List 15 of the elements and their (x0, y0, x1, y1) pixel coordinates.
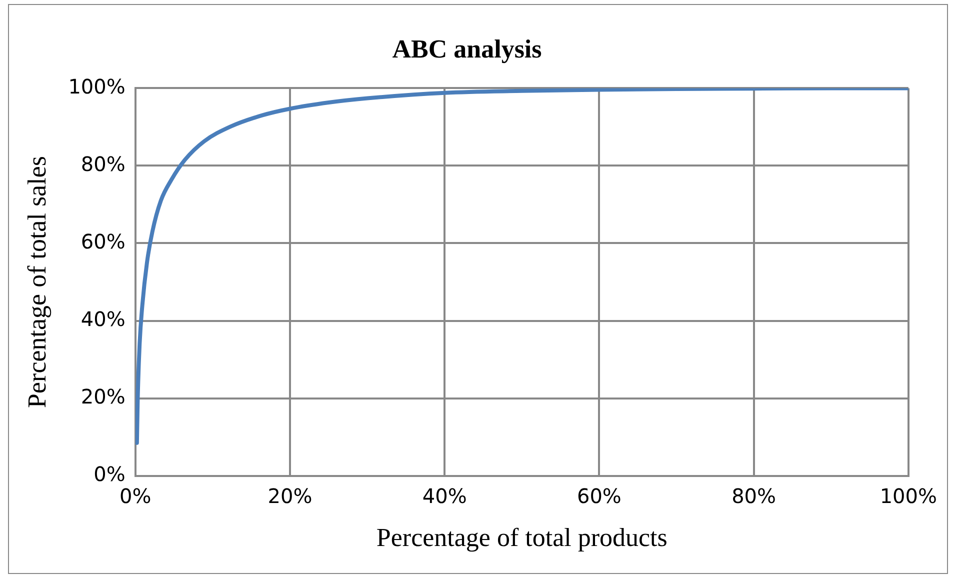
x-axis-title: Percentage of total products (376, 523, 668, 552)
y-tick-label: 0% (94, 462, 126, 486)
x-tick-label: 60% (576, 484, 622, 508)
y-tick-label: 80% (80, 152, 126, 176)
y-tick-label: 40% (80, 306, 126, 331)
x-tick-label: 100% (880, 484, 938, 508)
x-tick-label: 20% (268, 484, 312, 508)
x-tick-label: 80% (732, 484, 776, 508)
x-tick-label: 40% (422, 484, 467, 508)
y-tick-label: 60% (80, 229, 126, 254)
y-tick-label: 20% (80, 384, 126, 408)
chart-title: ABC analysis (392, 34, 542, 64)
y-tick-label: 100% (68, 74, 126, 98)
y-axis-title: Percentage of total sales (22, 156, 52, 408)
x-tick-label: 0% (120, 484, 152, 508)
